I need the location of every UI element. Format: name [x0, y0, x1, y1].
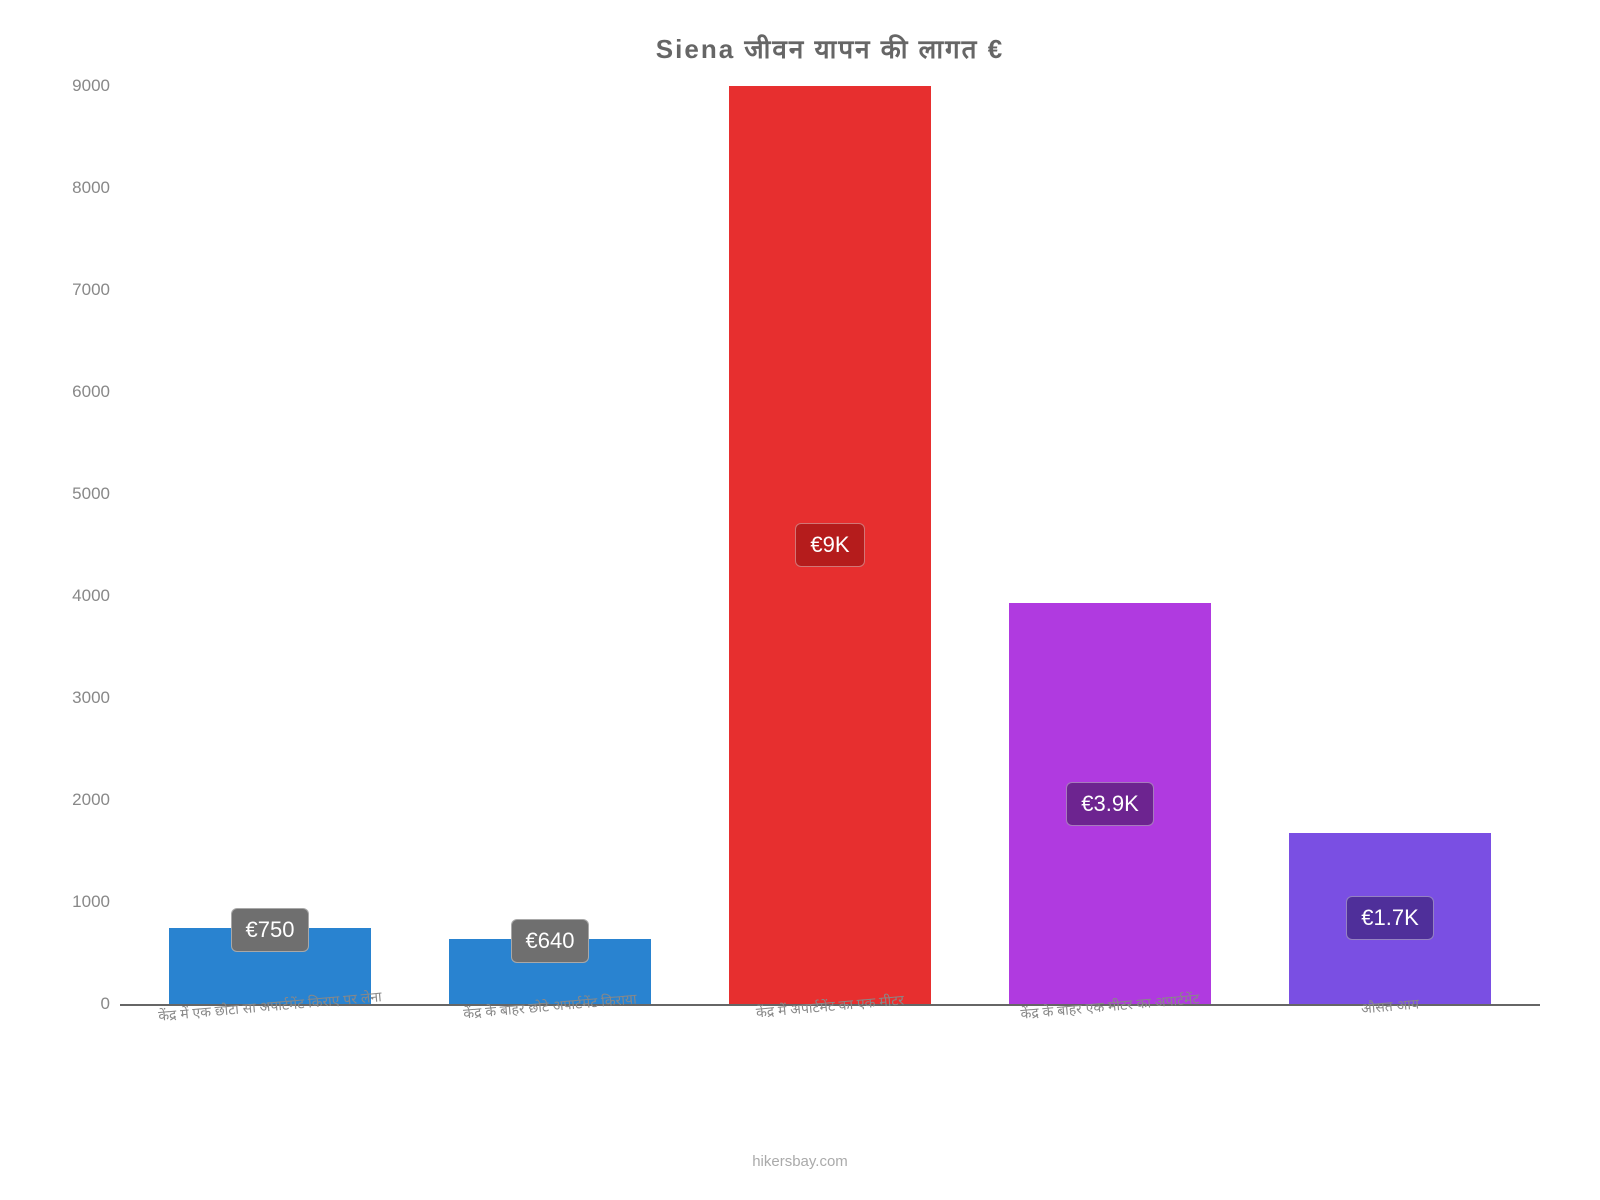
bar-group: €1.7K [1250, 86, 1530, 1004]
chart-container: Siena जीवन यापन की लागत € 01000200030004… [0, 0, 1600, 1200]
watermark: hikersbay.com [752, 1153, 848, 1170]
y-tick-label: 2000 [50, 790, 110, 810]
y-tick-label: 8000 [50, 178, 110, 198]
bar-group: €640 [410, 86, 690, 1004]
bar-group: €3.9K [970, 86, 1250, 1004]
bar-value-badge: €9K [795, 523, 864, 567]
y-tick-label: 7000 [50, 280, 110, 300]
y-tick-label: 6000 [50, 382, 110, 402]
bars-area: €750 €640 €9K €3.9K €1.7K [120, 86, 1540, 1004]
bar-value-badge: €3.9K [1066, 782, 1154, 826]
y-tick-label: 5000 [50, 484, 110, 504]
bar-value-badge: €1.7K [1346, 896, 1434, 940]
x-axis-labels: केंद्र में एक छोटा सा अपार्टमेंट किराए प… [120, 997, 1540, 1016]
bar-group: €9K [690, 86, 970, 1004]
y-tick-label: 4000 [50, 586, 110, 606]
bar: €1.7K [1289, 833, 1491, 1004]
y-tick-label: 3000 [50, 688, 110, 708]
y-tick-label: 9000 [50, 76, 110, 96]
y-tick-label: 0 [50, 994, 110, 1014]
bar-value-badge: €640 [511, 919, 590, 963]
chart-title: Siena जीवन यापन की लागत € [120, 30, 1540, 66]
bar-value-badge: €750 [231, 908, 310, 952]
bar-group: €750 [130, 86, 410, 1004]
y-tick-label: 1000 [50, 892, 110, 912]
bar: €3.9K [1009, 603, 1211, 1004]
y-axis: 0100020003000400050006000700080009000 [50, 86, 110, 1004]
plot-area: 0100020003000400050006000700080009000 €7… [120, 86, 1540, 1006]
bar: €9K [729, 86, 931, 1004]
